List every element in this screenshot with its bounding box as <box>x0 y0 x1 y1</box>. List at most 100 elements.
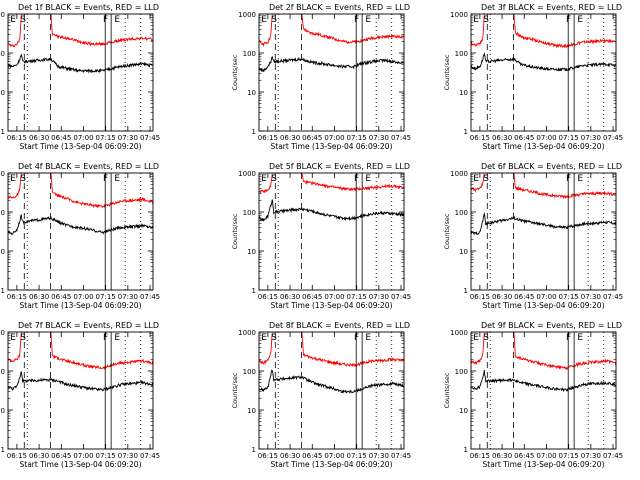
panel-1: Det 1f BLACK = Events, RED = LLDESFE1101… <box>0 3 160 151</box>
y-tick-label: 10 <box>247 248 256 256</box>
x-tick-label: 07:15 <box>347 134 367 142</box>
region-label: E <box>365 15 371 25</box>
x-tick-label: 07:45 <box>603 293 623 301</box>
x-tick-label: 06:45 <box>51 293 71 301</box>
events-series <box>471 212 616 236</box>
region-label: F <box>354 333 359 343</box>
panel-title: Det 2f BLACK = Events, RED = LLD <box>269 3 410 12</box>
y-axis-label: Counts/sec <box>443 372 451 408</box>
x-tick-label: 06:15 <box>258 452 278 460</box>
region-label: E <box>473 174 479 184</box>
x-tick-label: 06:45 <box>51 134 71 142</box>
x-tick-label: 07:15 <box>347 293 367 301</box>
region-label: F <box>103 174 108 184</box>
region-label: E <box>577 15 583 25</box>
events-series <box>8 371 153 392</box>
x-tick-label: 07:45 <box>603 452 623 460</box>
x-axis-label: Start Time (13-Sep-04 06:09:20) <box>483 142 605 151</box>
panel-7: Det 7f BLACK = Events, RED = LLDESFE1101… <box>0 321 160 469</box>
y-tick-label: 100 <box>455 209 468 217</box>
y-tick-label: 100 <box>455 368 468 376</box>
x-tick-label: 07:30 <box>581 293 601 301</box>
x-tick-label: 07:00 <box>73 134 93 142</box>
x-tick-label: 06:15 <box>470 134 490 142</box>
y-tick-label: 1000 <box>450 11 468 19</box>
plot-frame <box>7 13 154 132</box>
x-tick-label: 06:30 <box>29 452 49 460</box>
y-tick-label: 1 <box>1 128 5 136</box>
region-label: S <box>20 333 26 343</box>
region-label: F <box>103 15 108 25</box>
x-tick-label: 07:45 <box>140 293 160 301</box>
x-tick-label: 07:30 <box>369 293 389 301</box>
events-series <box>8 54 153 74</box>
y-tick-label: 1 <box>252 128 256 136</box>
plot-frame <box>258 13 405 132</box>
events-series <box>259 369 404 394</box>
region-label: S <box>483 333 489 343</box>
plot-frame <box>7 172 154 291</box>
x-tick-label: 07:30 <box>118 293 138 301</box>
panel-title: Det 9f BLACK = Events, RED = LLD <box>481 321 622 330</box>
x-tick-label: 06:30 <box>280 452 300 460</box>
x-tick-label: 06:30 <box>280 134 300 142</box>
x-tick-label: 07:30 <box>118 134 138 142</box>
y-tick-label: 10 <box>247 89 256 97</box>
x-tick-label: 07:30 <box>369 134 389 142</box>
y-tick-label: 1000 <box>450 329 468 337</box>
plot-frame <box>470 172 617 291</box>
region-label: E <box>10 174 16 184</box>
x-axis-label: Start Time (13-Sep-04 06:09:20) <box>20 460 142 469</box>
y-axis-label: Counts/sec <box>231 372 239 408</box>
y-tick-label: 1 <box>252 287 256 295</box>
x-tick-label: 06:30 <box>280 293 300 301</box>
region-label: S <box>20 15 26 25</box>
y-tick-label: 10 <box>0 89 5 97</box>
y-tick-label: 1000 <box>0 11 5 19</box>
y-tick-label: 100 <box>0 209 5 217</box>
region-label: F <box>354 15 359 25</box>
lld-series <box>8 173 153 209</box>
x-tick-label: 07:00 <box>324 452 344 460</box>
events-series <box>259 199 404 223</box>
x-axis-label: Start Time (13-Sep-04 06:09:20) <box>20 142 142 151</box>
region-label: E <box>261 333 267 343</box>
region-label: E <box>473 333 479 343</box>
x-tick-label: 06:45 <box>302 134 322 142</box>
events-series <box>8 214 153 236</box>
region-label: E <box>114 174 120 184</box>
panel-title: Det 7f BLACK = Events, RED = LLD <box>18 321 159 330</box>
x-tick-label: 07:00 <box>324 293 344 301</box>
plot-frame <box>7 331 154 450</box>
region-label: E <box>473 15 479 25</box>
region-label: E <box>114 333 120 343</box>
lld-series <box>8 332 153 371</box>
y-tick-label: 1 <box>252 446 256 454</box>
y-tick-label: 1000 <box>238 11 256 19</box>
panel-title: Det 5f BLACK = Events, RED = LLD <box>269 162 410 171</box>
events-series <box>259 55 404 73</box>
lld-series <box>471 173 616 200</box>
x-tick-label: 06:30 <box>492 452 512 460</box>
events-series <box>471 369 616 393</box>
x-axis-label: Start Time (13-Sep-04 06:09:20) <box>20 301 142 310</box>
y-tick-label: 10 <box>0 248 5 256</box>
y-tick-label: 1 <box>464 128 468 136</box>
x-tick-label: 06:15 <box>470 452 490 460</box>
y-axis-label: Counts/sec <box>231 213 239 249</box>
region-label: F <box>566 333 571 343</box>
x-tick-label: 07:30 <box>369 452 389 460</box>
x-axis-label: Start Time (13-Sep-04 06:09:20) <box>483 460 605 469</box>
x-tick-label: 07:15 <box>96 134 116 142</box>
x-tick-label: 07:45 <box>391 134 411 142</box>
x-tick-label: 07:30 <box>581 452 601 460</box>
region-label: E <box>365 174 371 184</box>
region-label: S <box>483 15 489 25</box>
y-tick-label: 10 <box>459 407 468 415</box>
plot-frame <box>470 13 617 132</box>
lld-series <box>259 173 404 194</box>
